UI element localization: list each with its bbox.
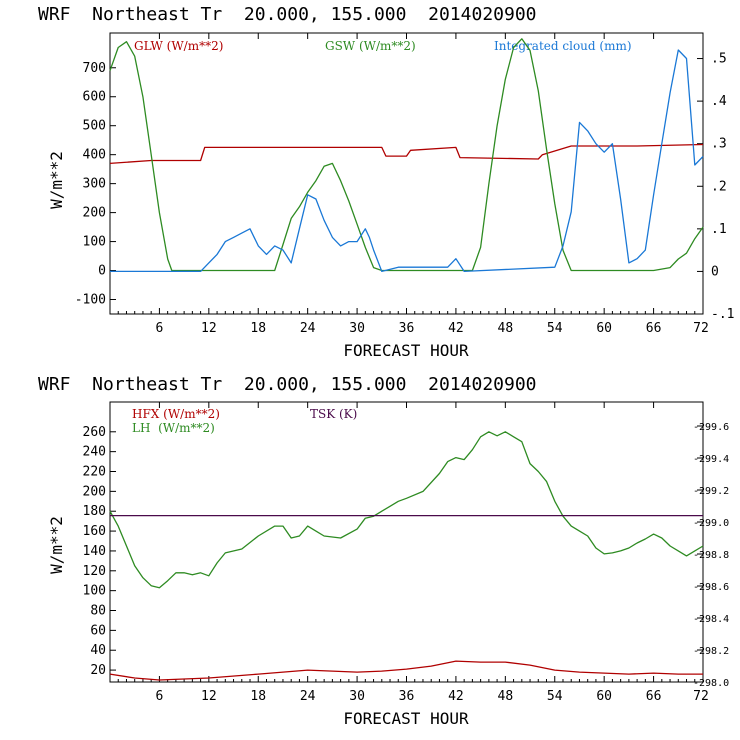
y-tick-label: 100 <box>83 235 106 250</box>
x-tick-label: 36 <box>399 689 415 704</box>
bottom-plot-frame <box>109 401 704 683</box>
x-tick-label: 30 <box>349 321 365 336</box>
y2-tick-label: -299.0 <box>693 518 729 529</box>
y-tick-label: 180 <box>83 504 106 519</box>
top-y-axis-title: W/m**2 <box>47 151 66 209</box>
y-tick-label: 100 <box>83 584 106 599</box>
bottom-legend: HFX (W/m**2) LH (W/m**2) TSK (K) <box>132 407 357 435</box>
legend-glw: GLW (W/m**2) <box>134 39 223 53</box>
legend-lh: LH (W/m**2) <box>132 421 215 435</box>
y2-tick-label: -298.0 <box>693 678 729 689</box>
x-tick-label: 6 <box>156 321 164 336</box>
y-tick-label: 60 <box>90 623 106 638</box>
x-tick-label: 18 <box>250 689 266 704</box>
x-tick-label: 36 <box>399 321 415 336</box>
x-tick-label: 6 <box>156 689 164 704</box>
bottom-x-axis-title: FORECAST HOUR <box>343 709 469 728</box>
legend-tsk: TSK (K) <box>310 407 357 421</box>
legend-integrated-cloud: Integrated cloud (mm) <box>494 39 632 53</box>
y-tick-label: 20 <box>90 663 106 678</box>
y-tick-label: 220 <box>83 465 106 480</box>
x-tick-label: 42 <box>448 689 464 704</box>
x-tick-label: 42 <box>448 321 464 336</box>
y-tick-label: 200 <box>83 484 106 499</box>
bottom-y-axis-title: W/m**2 <box>47 516 66 574</box>
y2-tick-label: -299.4 <box>693 454 729 465</box>
x-tick-label: 66 <box>646 689 662 704</box>
y-tick-label: 80 <box>90 604 106 619</box>
x-tick-label: 48 <box>498 321 514 336</box>
series-line-lh <box>109 431 704 589</box>
series-line-integrated-cloud <box>110 49 704 273</box>
y2-tick-label: -298.2 <box>693 646 729 657</box>
x-tick-label: 48 <box>498 689 514 704</box>
x-tick-label: 72 <box>693 689 709 704</box>
bottom-y2-axis: -298.0 -298.2 -298.4 -298.6 -298.8 -299.0 -299… <box>693 422 729 689</box>
bottom-chart: WRF Northeast Tr 20.000, 155.000 2014020… <box>38 374 729 728</box>
bottom-y-axis: 20 40 60 80 100 120 140 160 180 200 220 240 260 <box>83 425 116 678</box>
bottom-series-group <box>109 431 704 681</box>
x-tick-label: 24 <box>300 689 316 704</box>
y2-tick-label: .5 <box>711 52 727 67</box>
y2-tick-label: .3 <box>711 137 727 152</box>
x-tick-label: 54 <box>547 321 563 336</box>
y-tick-label: 300 <box>83 177 106 192</box>
y-tick-label: 160 <box>83 524 106 539</box>
y-tick-label: 200 <box>83 206 106 221</box>
y2-tick-label: 0 <box>711 264 719 279</box>
y-tick-label: 40 <box>90 643 106 658</box>
x-tick-label: 18 <box>250 321 266 336</box>
y-tick-label: -100 <box>75 293 106 308</box>
top-legend: GLW (W/m**2) GSW (W/m**2) Integrated clo… <box>134 39 632 53</box>
x-tick-label: 60 <box>596 321 612 336</box>
series-line-hfx <box>109 660 703 681</box>
top-series-group <box>109 38 704 273</box>
y-tick-label: 140 <box>83 544 106 559</box>
bottom-chart-title: WRF Northeast Tr 20.000, 155.000 2014020… <box>38 374 537 395</box>
x-tick-label: 12 <box>201 689 217 704</box>
top-y-axis: -100 0 100 200 300 400 500 600 700 <box>75 61 116 308</box>
y-tick-label: 260 <box>83 425 106 440</box>
y-tick-label: 240 <box>83 445 106 460</box>
series-line-glw <box>109 143 704 165</box>
y2-tick-label: -298.6 <box>693 582 729 593</box>
y-tick-label: 600 <box>83 90 106 105</box>
y2-tick-label: -298.8 <box>693 550 729 561</box>
bottom-x-axis: 6 12 18 24 30 36 42 48 54 60 66 72 <box>117 402 709 704</box>
x-tick-label: 24 <box>300 321 316 336</box>
x-tick-label: 30 <box>349 689 365 704</box>
y-tick-label: 120 <box>83 564 106 579</box>
top-x-axis: 6 12 18 24 30 36 42 48 54 60 66 72 <box>117 33 709 336</box>
top-chart-title: WRF Northeast Tr 20.000, 155.000 2014020… <box>38 4 537 25</box>
y-tick-label: 0 <box>98 264 106 279</box>
x-tick-label: 12 <box>201 321 217 336</box>
y-tick-label: 400 <box>83 148 106 163</box>
x-tick-label: 60 <box>596 689 612 704</box>
y2-tick-label: .2 <box>711 179 727 194</box>
top-x-axis-title: FORECAST HOUR <box>343 341 469 360</box>
legend-hfx: HFX (W/m**2) <box>132 407 220 421</box>
x-tick-label: 66 <box>646 321 662 336</box>
x-tick-label: 72 <box>693 321 709 336</box>
legend-gsw: GSW (W/m**2) <box>325 39 416 53</box>
y2-tick-label: -.1 <box>711 307 734 322</box>
y-tick-label: 500 <box>83 119 106 134</box>
y2-tick-label: .1 <box>711 222 727 237</box>
y2-tick-label: -299.2 <box>693 486 729 497</box>
x-tick-label: 54 <box>547 689 563 704</box>
y2-tick-label: .4 <box>711 94 727 109</box>
series-line-gsw <box>109 38 704 272</box>
top-chart: WRF Northeast Tr 20.000, 155.000 2014020… <box>38 4 734 360</box>
y2-tick-label: -299.6 <box>693 422 729 433</box>
y-tick-label: 700 <box>83 61 106 76</box>
y2-tick-label: -298.4 <box>693 614 729 625</box>
top-y2-axis: -.1 0 .1 .2 .3 .4 .5 <box>697 52 734 322</box>
